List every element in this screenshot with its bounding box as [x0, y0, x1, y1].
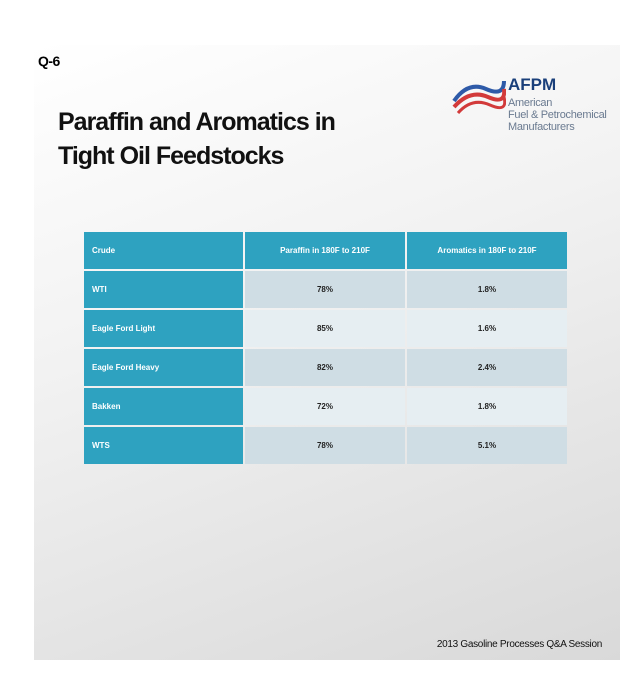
logo-line: Fuel & Petrochemical [508, 109, 607, 121]
table: Crude Paraffin in 180F to 210F Aromatics i… [82, 230, 569, 466]
slide-label: Q-6 [38, 53, 60, 69]
header-cell: Aromatics in 180F to 210F [407, 232, 567, 269]
logo-text: American Fuel & Petrochemical Manufactur… [508, 97, 607, 133]
logo-line: Manufacturers [508, 121, 575, 133]
cell: 1.8% [407, 271, 567, 308]
title: Paraffin and Aromatics in Tight Oil Feed… [58, 105, 336, 173]
title-line: Tight Oil Feedstocks [58, 142, 284, 170]
table-row: Eagle Ford Light 85% 1.6% [84, 310, 567, 347]
cell: 78% [245, 271, 405, 308]
cell: 1.8% [407, 388, 567, 425]
header-row: Crude Paraffin in 180F to 210F Aromatics i… [84, 232, 567, 269]
table-row: Eagle Ford Heavy 82% 2.4% [84, 349, 567, 386]
header-cell: Paraffin in 180F to 210F [245, 232, 405, 269]
cell: 78% [245, 427, 405, 464]
table-row: WTI 78% 1.8% [84, 271, 567, 308]
row-label: Bakken [84, 388, 243, 425]
row-label: Eagle Ford Heavy [84, 349, 243, 386]
slide: Q-6 Paraffin and Aromatics in Tight Oil … [34, 45, 620, 660]
row-label: WTS [84, 427, 243, 464]
header-cell: Crude [84, 232, 243, 269]
row-label: Eagle Ford Light [84, 310, 243, 347]
table-row: Bakken 72% 1.8% [84, 388, 567, 425]
cell: 1.6% [407, 310, 567, 347]
cell: 5.1% [407, 427, 567, 464]
cell: 72% [245, 388, 405, 425]
cell: 82% [245, 349, 405, 386]
footer: 2013 Gasoline Processes Q&A Session [436, 639, 602, 650]
cell: 85% [245, 310, 405, 347]
logo-line: American [508, 97, 553, 109]
cell: 2.4% [407, 349, 567, 386]
row-label: WTI [84, 271, 243, 308]
title-line: Paraffin and Aromatics in [58, 108, 336, 136]
logo-mark [452, 80, 506, 115]
table-row: WTS 78% 5.1% [84, 427, 567, 464]
logo-name: AFPM [508, 75, 557, 94]
